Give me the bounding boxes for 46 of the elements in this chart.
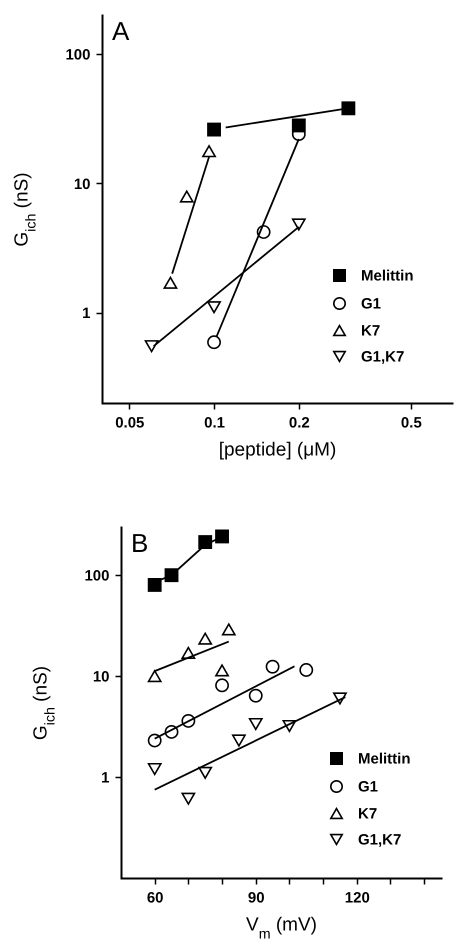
- y-tick-label: 1: [101, 770, 110, 787]
- point: [181, 792, 196, 805]
- point: [222, 623, 236, 636]
- point: [266, 660, 280, 674]
- point: [248, 688, 263, 703]
- point: [181, 646, 196, 659]
- annotation: A: [112, 16, 130, 46]
- legend-label: K7: [358, 806, 378, 822]
- point: [248, 718, 263, 730]
- legend-label: G1,K7: [361, 348, 404, 366]
- point: [215, 529, 229, 544]
- point: [148, 734, 162, 748]
- point: [148, 670, 162, 682]
- y-tick-label: 1: [82, 305, 90, 322]
- legend-label: G1: [361, 296, 382, 312]
- legend-label: Melittin: [361, 268, 414, 284]
- point: [198, 766, 212, 779]
- annotation: B: [131, 528, 148, 558]
- x-axis-title: [peptide] (μM): [218, 440, 336, 460]
- point: [215, 678, 229, 692]
- point: [282, 720, 296, 732]
- y-tick-label: 100: [65, 46, 90, 64]
- y-tick-label: 10: [74, 176, 90, 193]
- x-tick-label: 0.2: [288, 414, 310, 432]
- x-tick-label: 90: [248, 890, 265, 906]
- point: [181, 714, 196, 728]
- y-tick-label: 100: [84, 568, 110, 585]
- point: [232, 734, 246, 747]
- point: [148, 578, 162, 592]
- x-tick-label: 60: [146, 890, 164, 906]
- legend-label: G1,K7: [358, 832, 402, 848]
- point: [148, 762, 162, 776]
- x-tick-label: 0.1: [204, 414, 225, 432]
- legend-label: K7: [361, 322, 380, 340]
- legend-label: Melittin: [358, 750, 410, 768]
- x-tick-label: 120: [344, 890, 370, 906]
- y-tick-label: 10: [92, 668, 110, 686]
- x-tick-label: 0.05: [115, 414, 144, 432]
- legend-label: G1: [358, 778, 378, 796]
- point: [164, 725, 178, 739]
- point: [198, 632, 212, 645]
- x-axis-title: V$_{m}$ (mV): [246, 914, 317, 942]
- point: [299, 663, 314, 677]
- x-tick-label: 0.5: [400, 414, 422, 432]
- point: [333, 692, 347, 705]
- point: [215, 664, 229, 676]
